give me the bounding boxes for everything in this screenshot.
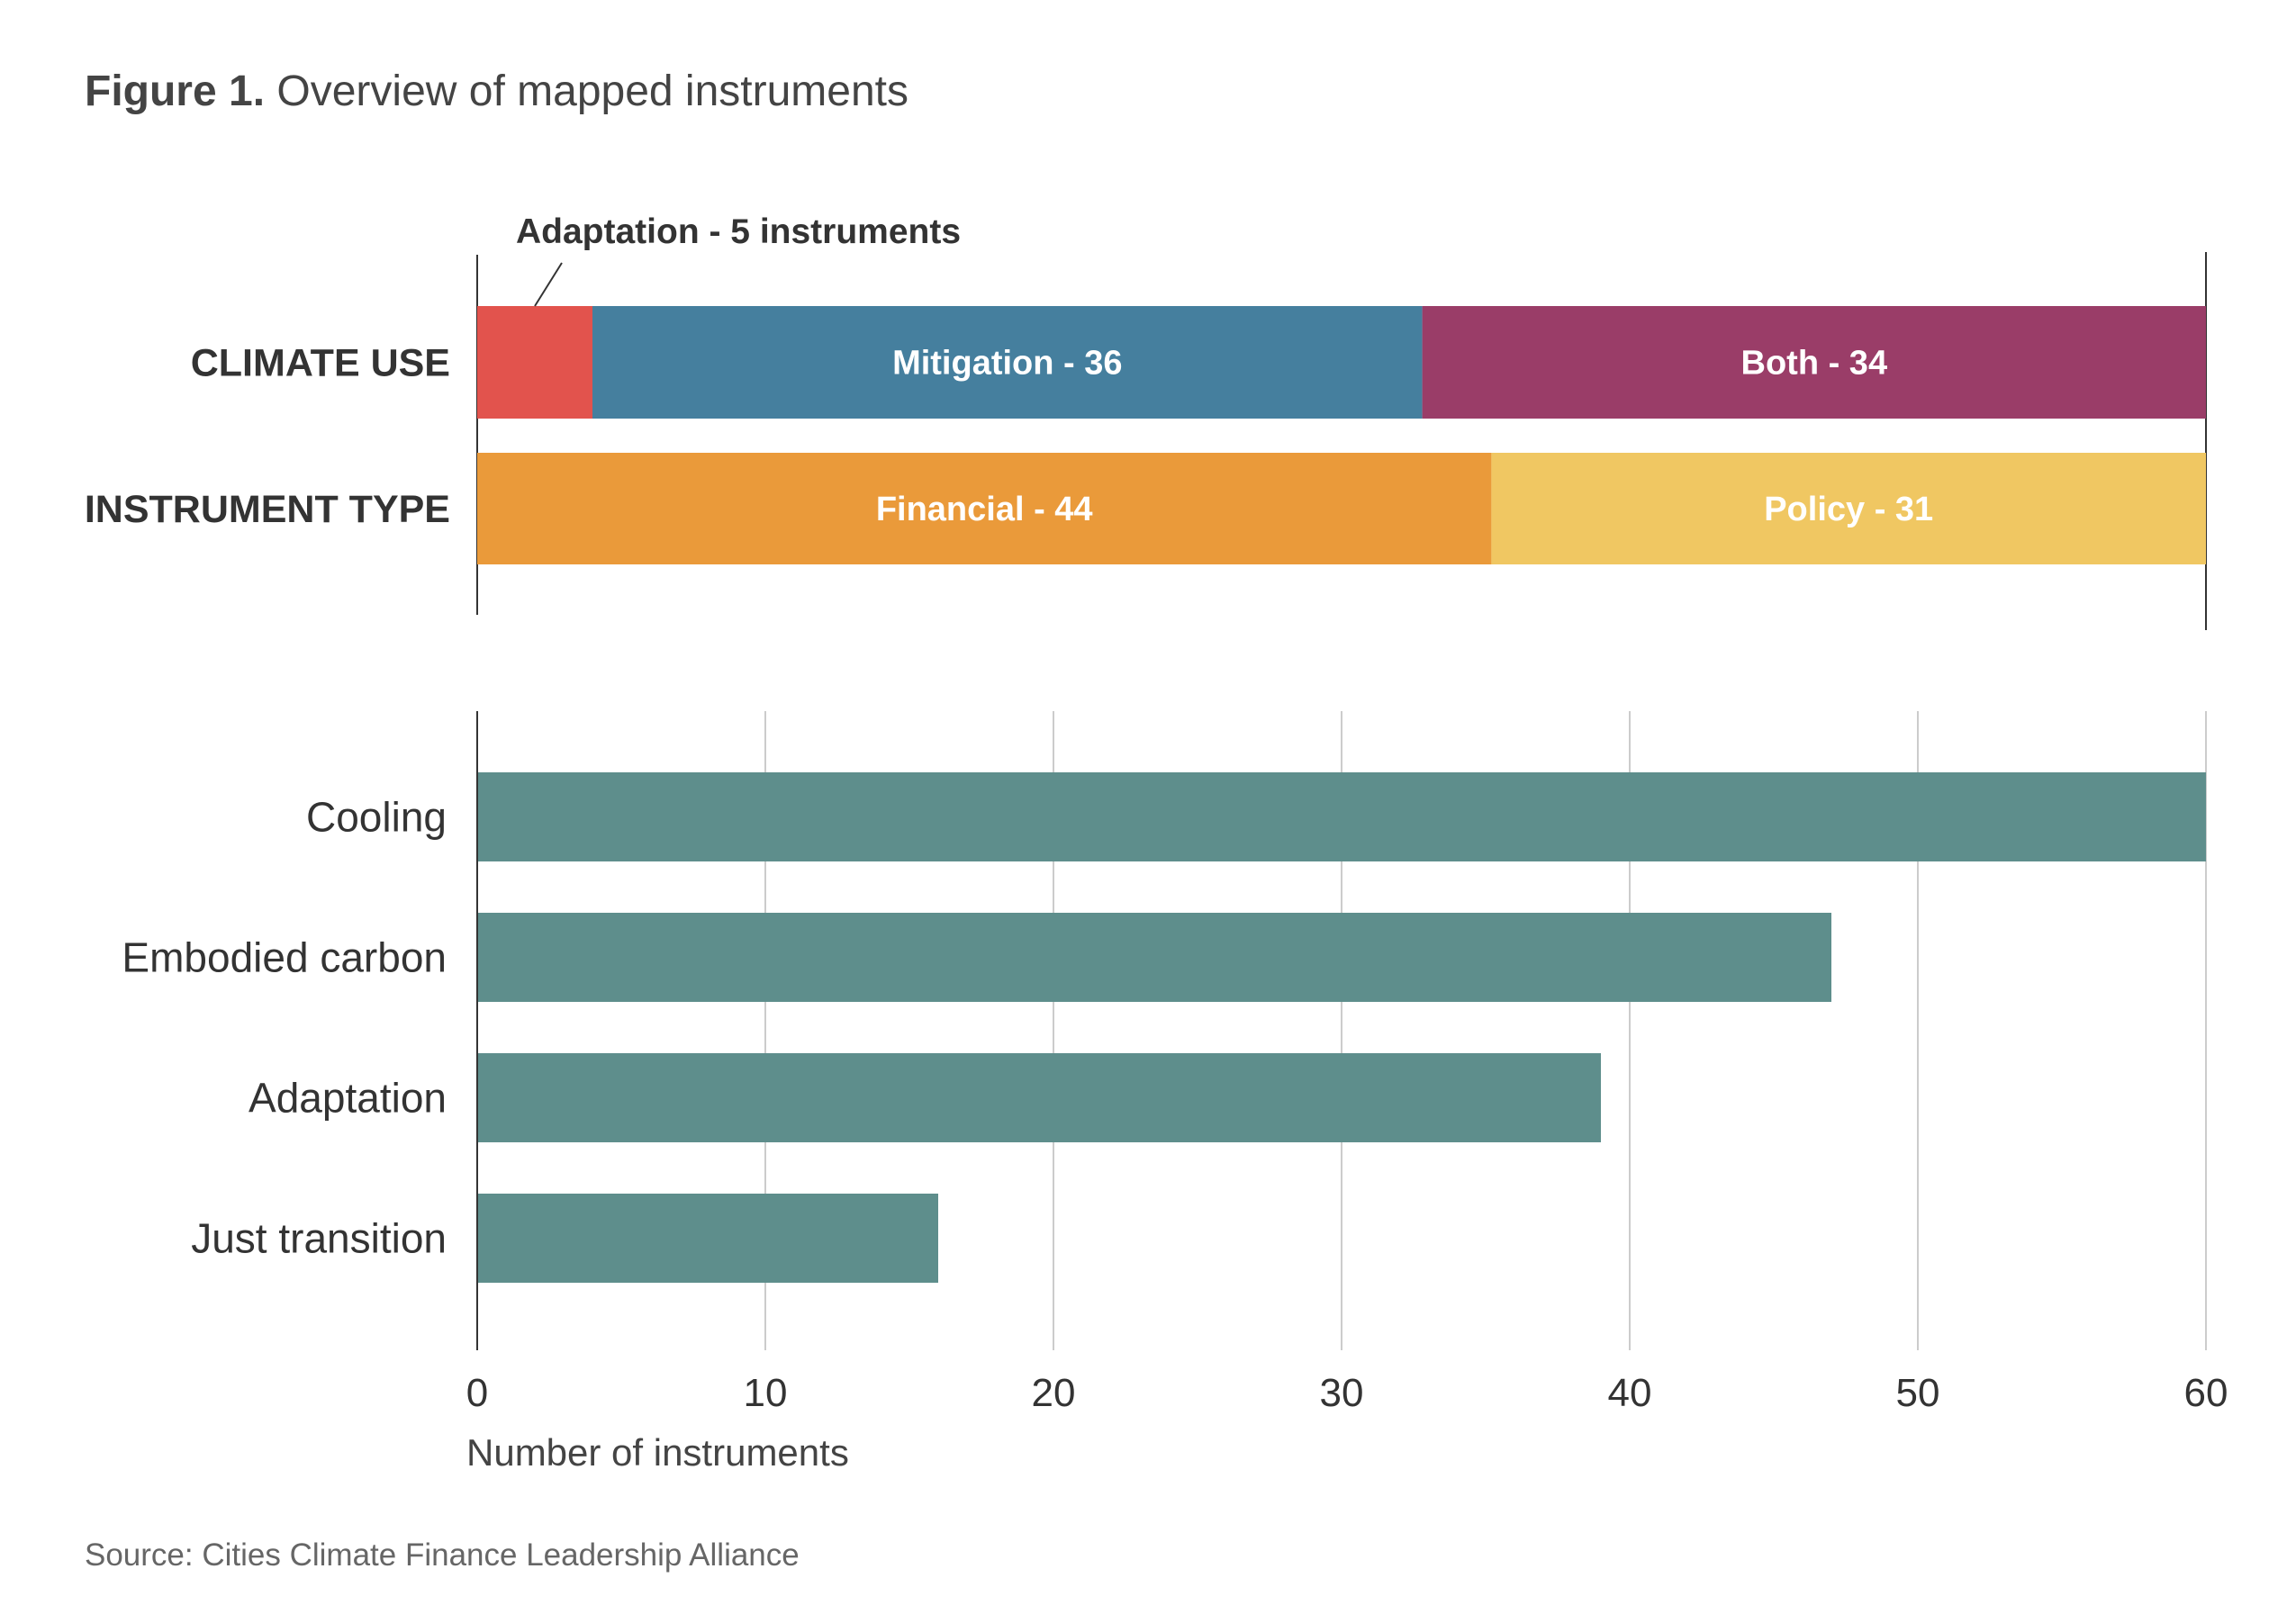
segment-label-both: Both - 34 [1741, 345, 1888, 383]
row-label-1: INSTRUMENT TYPE [85, 488, 450, 531]
x-tick-label-40: 40 [1608, 1371, 1652, 1415]
x-tick-label-10: 10 [744, 1371, 788, 1415]
row-label-0: CLIMATE USE [191, 342, 450, 385]
segment-policy-1 [1491, 453, 2206, 564]
category-label-1: Embodied carbon [122, 934, 447, 981]
figure-label: Figure 1. [85, 68, 266, 115]
x-tick-label-30: 30 [1320, 1371, 1364, 1415]
callout-label-adaptation: Adaptation - 5 instruments [516, 212, 961, 251]
category-label-2: Adaptation [249, 1075, 447, 1122]
category-label-3: Just transition [191, 1215, 447, 1262]
segment-financial-1 [477, 453, 1492, 564]
x-tick-label-20: 20 [1032, 1371, 1076, 1415]
segment-adaptation-0 [477, 306, 592, 419]
x-tick-label-0: 0 [466, 1371, 488, 1415]
figure-title-text: Overview of mapped instruments [276, 68, 909, 115]
callout-leader-line [534, 262, 563, 307]
figure-title: Figure 1. Overview of mapped instruments [85, 67, 908, 116]
segment-label-financial: Financial - 44 [876, 491, 1093, 528]
source-note: Source: Cities Climate Finance Leadershi… [85, 1537, 800, 1573]
x-axis-title: Number of instruments [466, 1431, 849, 1474]
bar-just-transition [478, 1194, 938, 1283]
segment-label-mitigation: Mitigation - 36 [892, 345, 1122, 383]
bar-adaptation [478, 1053, 1601, 1142]
category-label-0: Cooling [306, 794, 447, 841]
bar-embodied-carbon [478, 913, 1831, 1002]
x-tick-label-60: 60 [2184, 1371, 2228, 1415]
segment-label-policy: Policy - 31 [1764, 491, 1933, 528]
segment-mitigation-0 [592, 306, 1423, 419]
segment-both-0 [1422, 306, 2206, 419]
x-tick-label-50: 50 [1896, 1371, 1940, 1415]
bar-cooling [478, 772, 2206, 861]
